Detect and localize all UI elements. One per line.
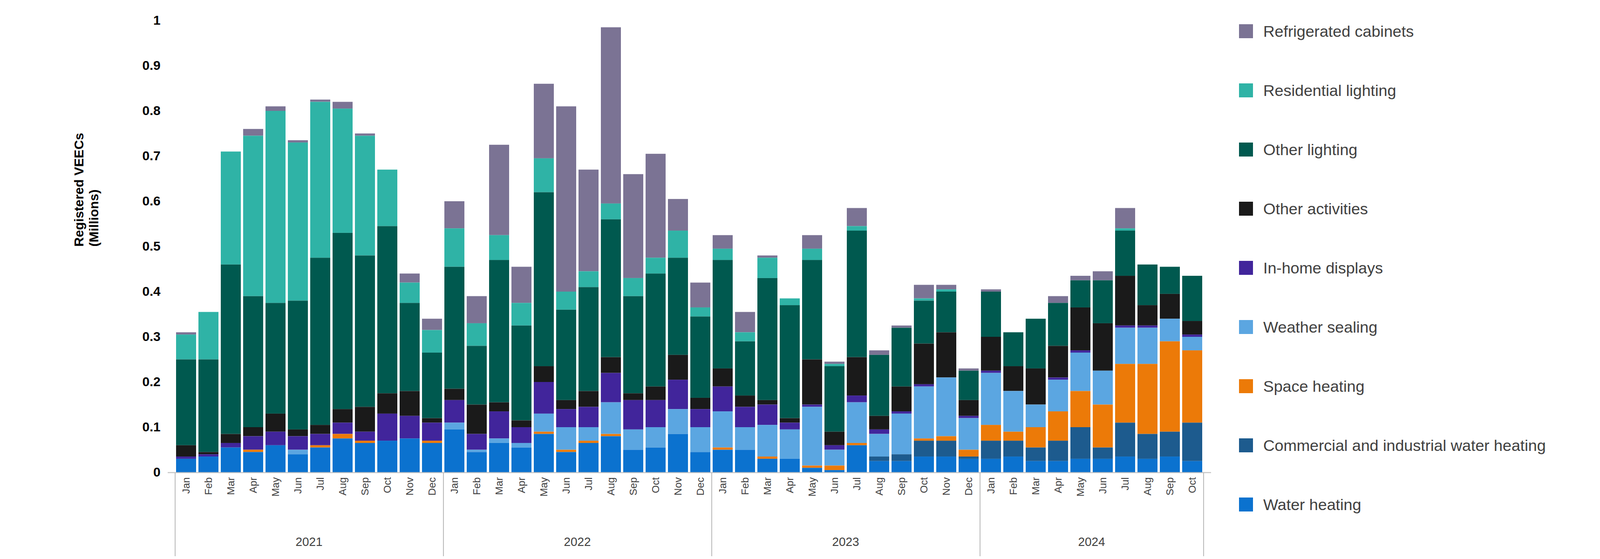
svg-text:Mar: Mar: [1029, 477, 1042, 496]
svg-text:Jan: Jan: [985, 477, 997, 494]
svg-text:Jul: Jul: [314, 477, 327, 491]
svg-text:2022: 2022: [564, 534, 592, 549]
svg-text:0.5: 0.5: [142, 238, 161, 254]
svg-text:Aug: Aug: [873, 477, 886, 496]
svg-text:Apr: Apr: [515, 477, 528, 494]
svg-text:0.4: 0.4: [142, 284, 161, 299]
svg-text:Jul: Jul: [1119, 477, 1131, 491]
svg-text:Jul: Jul: [851, 477, 863, 491]
svg-text:Oct: Oct: [649, 477, 662, 494]
svg-text:Jun: Jun: [1096, 477, 1109, 494]
svg-text:2024: 2024: [1078, 534, 1106, 549]
html-text:Other lighting: Other lighting: [1263, 140, 1358, 159]
svg-text:Sep: Sep: [895, 477, 908, 496]
svg-text:Apr: Apr: [1052, 477, 1064, 494]
html-text:In-home displays: In-home displays: [1263, 258, 1383, 277]
svg-text:Sep: Sep: [627, 477, 640, 496]
html-text:Refrigerated cabinets: Refrigerated cabinets: [1263, 22, 1414, 41]
svg-text:Jul: Jul: [582, 477, 595, 491]
html-text:Commercial and industrial wate: Commercial and industrial water heating: [1263, 436, 1546, 455]
svg-text:Dec: Dec: [426, 477, 438, 496]
svg-text:Aug: Aug: [336, 477, 349, 496]
svg-text:May: May: [806, 477, 818, 498]
svg-text:Jun: Jun: [828, 477, 841, 494]
svg-text:2023: 2023: [832, 534, 860, 549]
svg-text:Feb: Feb: [470, 477, 483, 496]
svg-text:Mar: Mar: [224, 477, 237, 496]
svg-text:Jan: Jan: [716, 477, 729, 494]
html-text:Space heating: Space heating: [1263, 377, 1365, 395]
svg-text:Jan: Jan: [448, 477, 461, 494]
html-text:Residential lighting: Residential lighting: [1263, 81, 1397, 100]
svg-text:Nov: Nov: [403, 477, 416, 496]
svg-text:Dec: Dec: [694, 477, 707, 496]
html-text:Other activities: Other activities: [1263, 199, 1368, 218]
svg-text:Dec: Dec: [962, 477, 975, 496]
svg-text:2021: 2021: [295, 534, 323, 549]
svg-text:0.9: 0.9: [142, 58, 161, 73]
svg-text:Aug: Aug: [1141, 477, 1154, 496]
svg-text:Oct: Oct: [381, 477, 394, 494]
svg-text:0.3: 0.3: [142, 329, 161, 344]
html-text:Water heating: Water heating: [1263, 495, 1362, 514]
svg-text:May: May: [1074, 477, 1087, 498]
svg-text:May: May: [269, 477, 282, 498]
svg-text:0.6: 0.6: [142, 193, 161, 209]
svg-text:0: 0: [153, 464, 161, 480]
svg-text:Jan: Jan: [180, 477, 192, 494]
svg-text:Nov: Nov: [672, 477, 684, 496]
svg-text:Nov: Nov: [940, 477, 953, 496]
svg-text:Sep: Sep: [359, 477, 371, 496]
svg-text:1: 1: [153, 13, 161, 28]
svg-text:Aug: Aug: [605, 477, 617, 496]
svg-text:Jun: Jun: [560, 477, 572, 494]
svg-text:Apr: Apr: [247, 477, 259, 494]
svg-text:0.7: 0.7: [142, 148, 161, 164]
svg-text:Apr: Apr: [783, 477, 796, 494]
svg-text:Registered VEECs(Millions): Registered VEECs(Millions): [71, 132, 102, 247]
svg-text:Mar: Mar: [493, 477, 505, 496]
svg-text:0.1: 0.1: [142, 419, 161, 435]
svg-text:Feb: Feb: [739, 477, 751, 496]
svg-text:Sep: Sep: [1164, 477, 1176, 496]
svg-text:Mar: Mar: [761, 477, 774, 496]
svg-text:Oct: Oct: [918, 477, 930, 494]
svg-text:0.8: 0.8: [142, 103, 161, 118]
svg-text:Feb: Feb: [1007, 477, 1020, 496]
svg-text:0.2: 0.2: [142, 374, 161, 389]
html-text:Weather sealing: Weather sealing: [1263, 318, 1378, 336]
svg-text:Jun: Jun: [292, 477, 304, 494]
svg-text:Oct: Oct: [1186, 477, 1199, 494]
svg-text:May: May: [537, 477, 550, 498]
svg-text:Feb: Feb: [202, 477, 215, 496]
